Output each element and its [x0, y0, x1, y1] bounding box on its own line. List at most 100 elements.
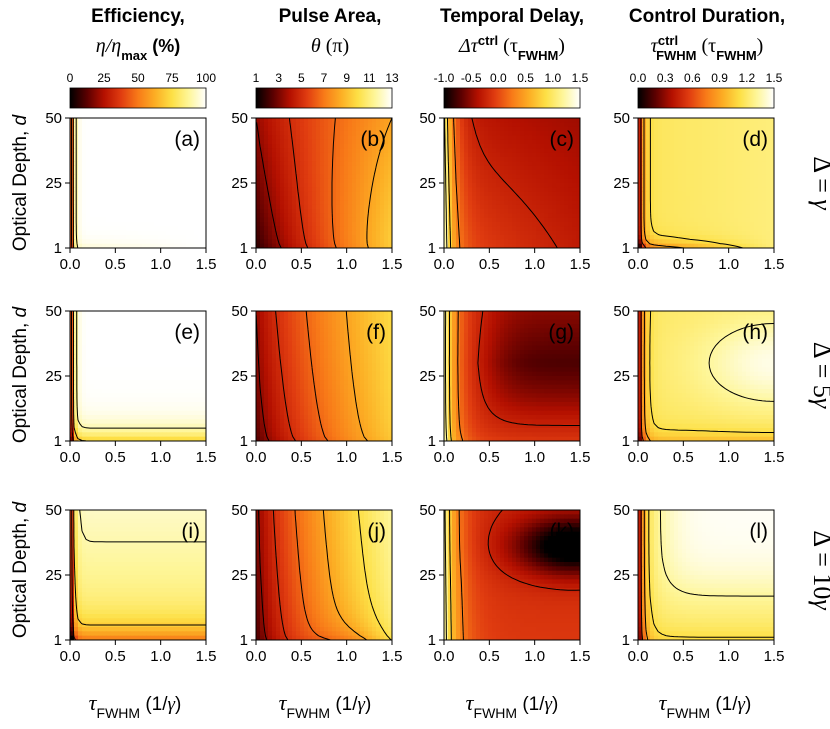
- heatmap-cell: [472, 191, 477, 197]
- heatmap-cell: [682, 230, 687, 236]
- heatmap-cell: [90, 148, 95, 154]
- heatmap-cell: [178, 380, 183, 386]
- heatmap-cell: [130, 354, 135, 360]
- heatmap-cell: [130, 170, 135, 175]
- heatmap-cell: [548, 152, 553, 158]
- heatmap-cell: [674, 178, 679, 184]
- heatmap-cell: [138, 319, 143, 325]
- heatmap-cell: [654, 178, 659, 184]
- heatmap-cell: [738, 118, 743, 123]
- heatmap-cell: [540, 209, 545, 214]
- heatmap-cell: [372, 170, 377, 175]
- heatmap-cell: [186, 243, 191, 248]
- heatmap-cell: [524, 122, 529, 128]
- heatmap-cell: [694, 217, 699, 223]
- heatmap-cell: [142, 358, 147, 364]
- heatmap-cell: [360, 178, 365, 184]
- heatmap-cell: [174, 380, 179, 386]
- heatmap-cell: [754, 126, 759, 132]
- heatmap-cell: [122, 178, 127, 184]
- heatmap-cell: [356, 174, 361, 180]
- heatmap-cell: [516, 187, 521, 193]
- heatmap-cell: [572, 196, 577, 201]
- heatmap-cell: [122, 406, 127, 412]
- heatmap-cell: [356, 135, 361, 141]
- heatmap-cell: [726, 209, 731, 214]
- heatmap-cell: [564, 243, 569, 248]
- heatmap-cell: [170, 226, 175, 232]
- heatmap-cell: [162, 191, 167, 197]
- heatmap-cell: [480, 152, 485, 158]
- heatmap-cell: [544, 152, 549, 158]
- heatmap-cell: [174, 350, 179, 355]
- heatmap-cell: [126, 239, 131, 245]
- heatmap-cell: [202, 315, 206, 321]
- heatmap-cells: [70, 311, 206, 441]
- heatmap-cell: [118, 235, 123, 240]
- heatmap-cell: [698, 157, 703, 162]
- heatmap-cell: [714, 243, 719, 248]
- heatmap-cell: [320, 226, 325, 232]
- heatmap-cell: [512, 209, 517, 214]
- heatmap-cell: [464, 165, 469, 171]
- heatmap-cell: [336, 161, 341, 167]
- heatmap-cell: [154, 354, 159, 360]
- heatmap-cell: [380, 204, 385, 210]
- heatmap-cell: [508, 139, 513, 145]
- heatmap-cell: [512, 178, 517, 184]
- heatmap-cell: [308, 174, 313, 180]
- heatmap-cell: [198, 324, 203, 329]
- heatmap-cell: [142, 135, 147, 141]
- heatmap-cell: [348, 213, 353, 219]
- heatmap-cell: [102, 380, 107, 386]
- heatmap-cell: [738, 165, 743, 171]
- heatmap-cell: [468, 217, 473, 223]
- heatmap-cell: [340, 217, 345, 223]
- heatmap-cell: [150, 165, 155, 171]
- heatmap-cell: [264, 196, 269, 201]
- col-subtitle-tail: (%): [147, 36, 180, 56]
- heatmap-cell: [190, 135, 195, 141]
- heatmap-cell: [646, 161, 651, 167]
- heatmap-cell: [552, 187, 557, 193]
- heatmap-cell: [504, 235, 509, 240]
- heatmap-cell: [198, 371, 203, 377]
- col-subtitle-end: ): [558, 35, 565, 57]
- heatmap-cell: [146, 191, 151, 197]
- heatmap-cell: [476, 187, 481, 193]
- heatmap-cell: [674, 200, 679, 206]
- y-tick-label: 1: [428, 240, 436, 257]
- heatmap-cell: [682, 196, 687, 201]
- heatmap-cell: [114, 161, 119, 167]
- heatmap-cell: [288, 196, 293, 201]
- heatmap-cell: [662, 148, 667, 154]
- heatmap-cell: [78, 230, 83, 236]
- heatmap-cell: [126, 371, 131, 377]
- heatmap-cell: [190, 397, 195, 403]
- col-subtitle-sub: max: [121, 48, 148, 63]
- heatmap-cell: [540, 144, 545, 149]
- heatmap-cell: [272, 178, 277, 184]
- heatmap-cell: [316, 161, 321, 167]
- heatmap-cell: [268, 187, 273, 193]
- heatmap-cell: [560, 126, 565, 132]
- heatmap-cell: [178, 393, 183, 399]
- heatmap-cell: [540, 122, 545, 128]
- heatmap-cell: [488, 122, 493, 128]
- heatmap-cell: [766, 217, 771, 223]
- heatmap-cell: [456, 183, 461, 188]
- heatmap-cell: [658, 139, 663, 145]
- heatmap-cell: [746, 178, 751, 184]
- heatmap-cell: [284, 191, 289, 197]
- heatmap-cell: [456, 200, 461, 206]
- heatmap-cell: [544, 131, 549, 136]
- heatmap-cell: [344, 170, 349, 175]
- heatmap-cell: [762, 213, 767, 219]
- heatmap-cell: [368, 139, 373, 145]
- heatmap-cell: [500, 191, 505, 197]
- heatmap-cell: [678, 144, 683, 149]
- heatmap-cell: [178, 183, 183, 188]
- heatmap-cell: [368, 118, 373, 123]
- heatmap-cell: [654, 174, 659, 180]
- heatmap-cell: [142, 226, 147, 232]
